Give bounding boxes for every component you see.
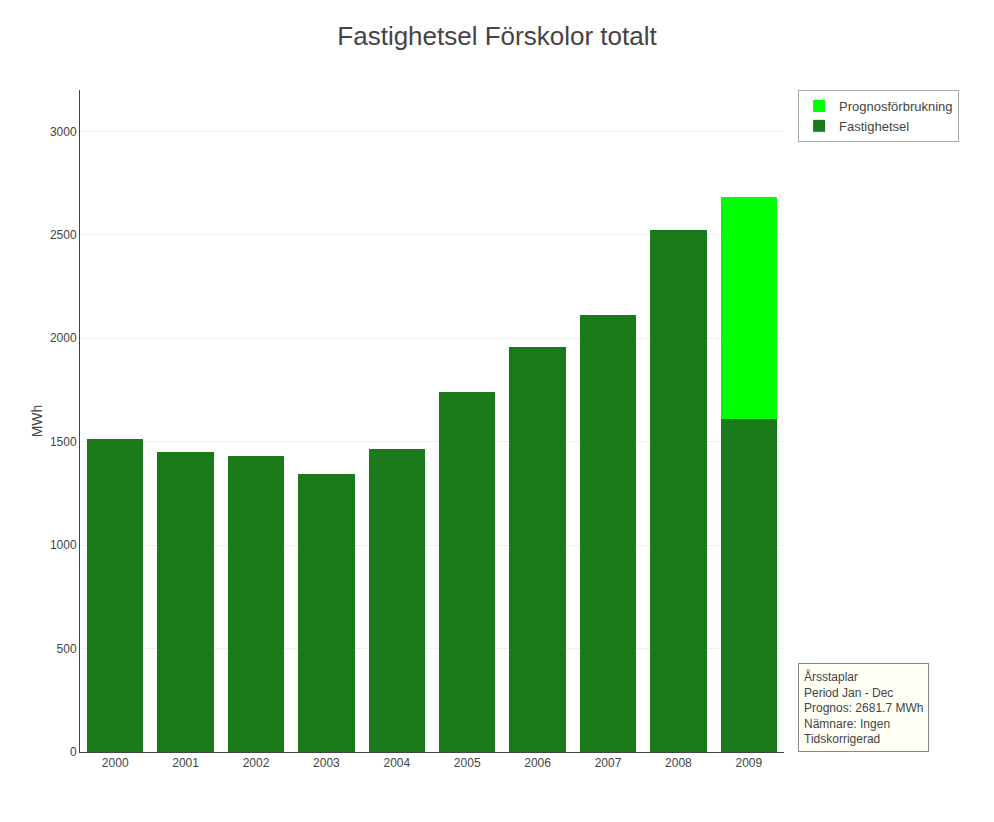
svg-text:2000: 2000 (102, 756, 129, 770)
svg-text:Prognosförbrukning: Prognosförbrukning (839, 99, 952, 114)
svg-text:MWh: MWh (29, 405, 45, 438)
svg-text:2001: 2001 (172, 756, 199, 770)
svg-text:Fastighetsel: Fastighetsel (839, 119, 909, 134)
svg-text:1000: 1000 (50, 538, 77, 552)
svg-text:2003: 2003 (313, 756, 340, 770)
svg-text:2000: 2000 (50, 331, 77, 345)
svg-text:3000: 3000 (50, 125, 77, 139)
svg-text:2009: 2009 (735, 756, 762, 770)
svg-text:ÅrsstaplarPeriod Jan - DecProg: ÅrsstaplarPeriod Jan - DecPrognos: 2681.… (804, 669, 923, 746)
svg-text:2005: 2005 (454, 756, 481, 770)
svg-text:2004: 2004 (383, 756, 410, 770)
svg-text:1500: 1500 (50, 435, 77, 449)
svg-text:2002: 2002 (243, 756, 270, 770)
svg-text:2008: 2008 (665, 756, 692, 770)
svg-text:2500: 2500 (50, 228, 77, 242)
svg-text:2007: 2007 (595, 756, 622, 770)
svg-text:0: 0 (70, 745, 77, 759)
svg-text:2006: 2006 (524, 756, 551, 770)
svg-text:500: 500 (57, 642, 77, 656)
svg-text:Fastighetsel Förskolor totalt: Fastighetsel Förskolor totalt (337, 21, 657, 51)
